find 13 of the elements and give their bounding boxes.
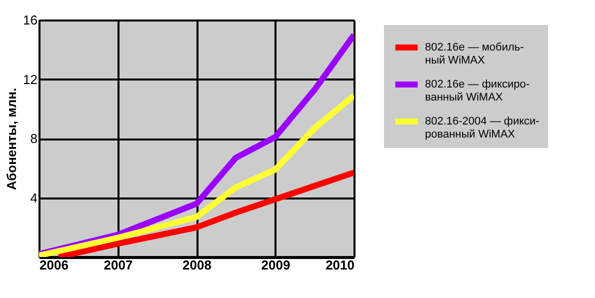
y-axis-title: Абоненты, млн. [4, 88, 20, 190]
x-tick-label: 2009 [261, 258, 290, 272]
legend-label: 802.16e — фиксиро- ванный WiMAX [425, 78, 530, 104]
y-tick-label: 8 [30, 131, 38, 146]
y-tick-label: 4 [30, 190, 38, 206]
x-tick-label: 2010 [326, 258, 354, 272]
y-tick-label: 16 [23, 12, 38, 28]
x-tick-label: 2008 [182, 258, 212, 272]
x-tick-label: 2006 [40, 258, 68, 272]
legend-label: 802.16e — мобиль- ный WiMAX [425, 42, 524, 66]
y-tick-label: 12 [23, 72, 38, 87]
x-tick-label: 2007 [104, 258, 133, 272]
legend-label: 802.16-2004 — фикси- рованный WiMAX [425, 116, 540, 140]
